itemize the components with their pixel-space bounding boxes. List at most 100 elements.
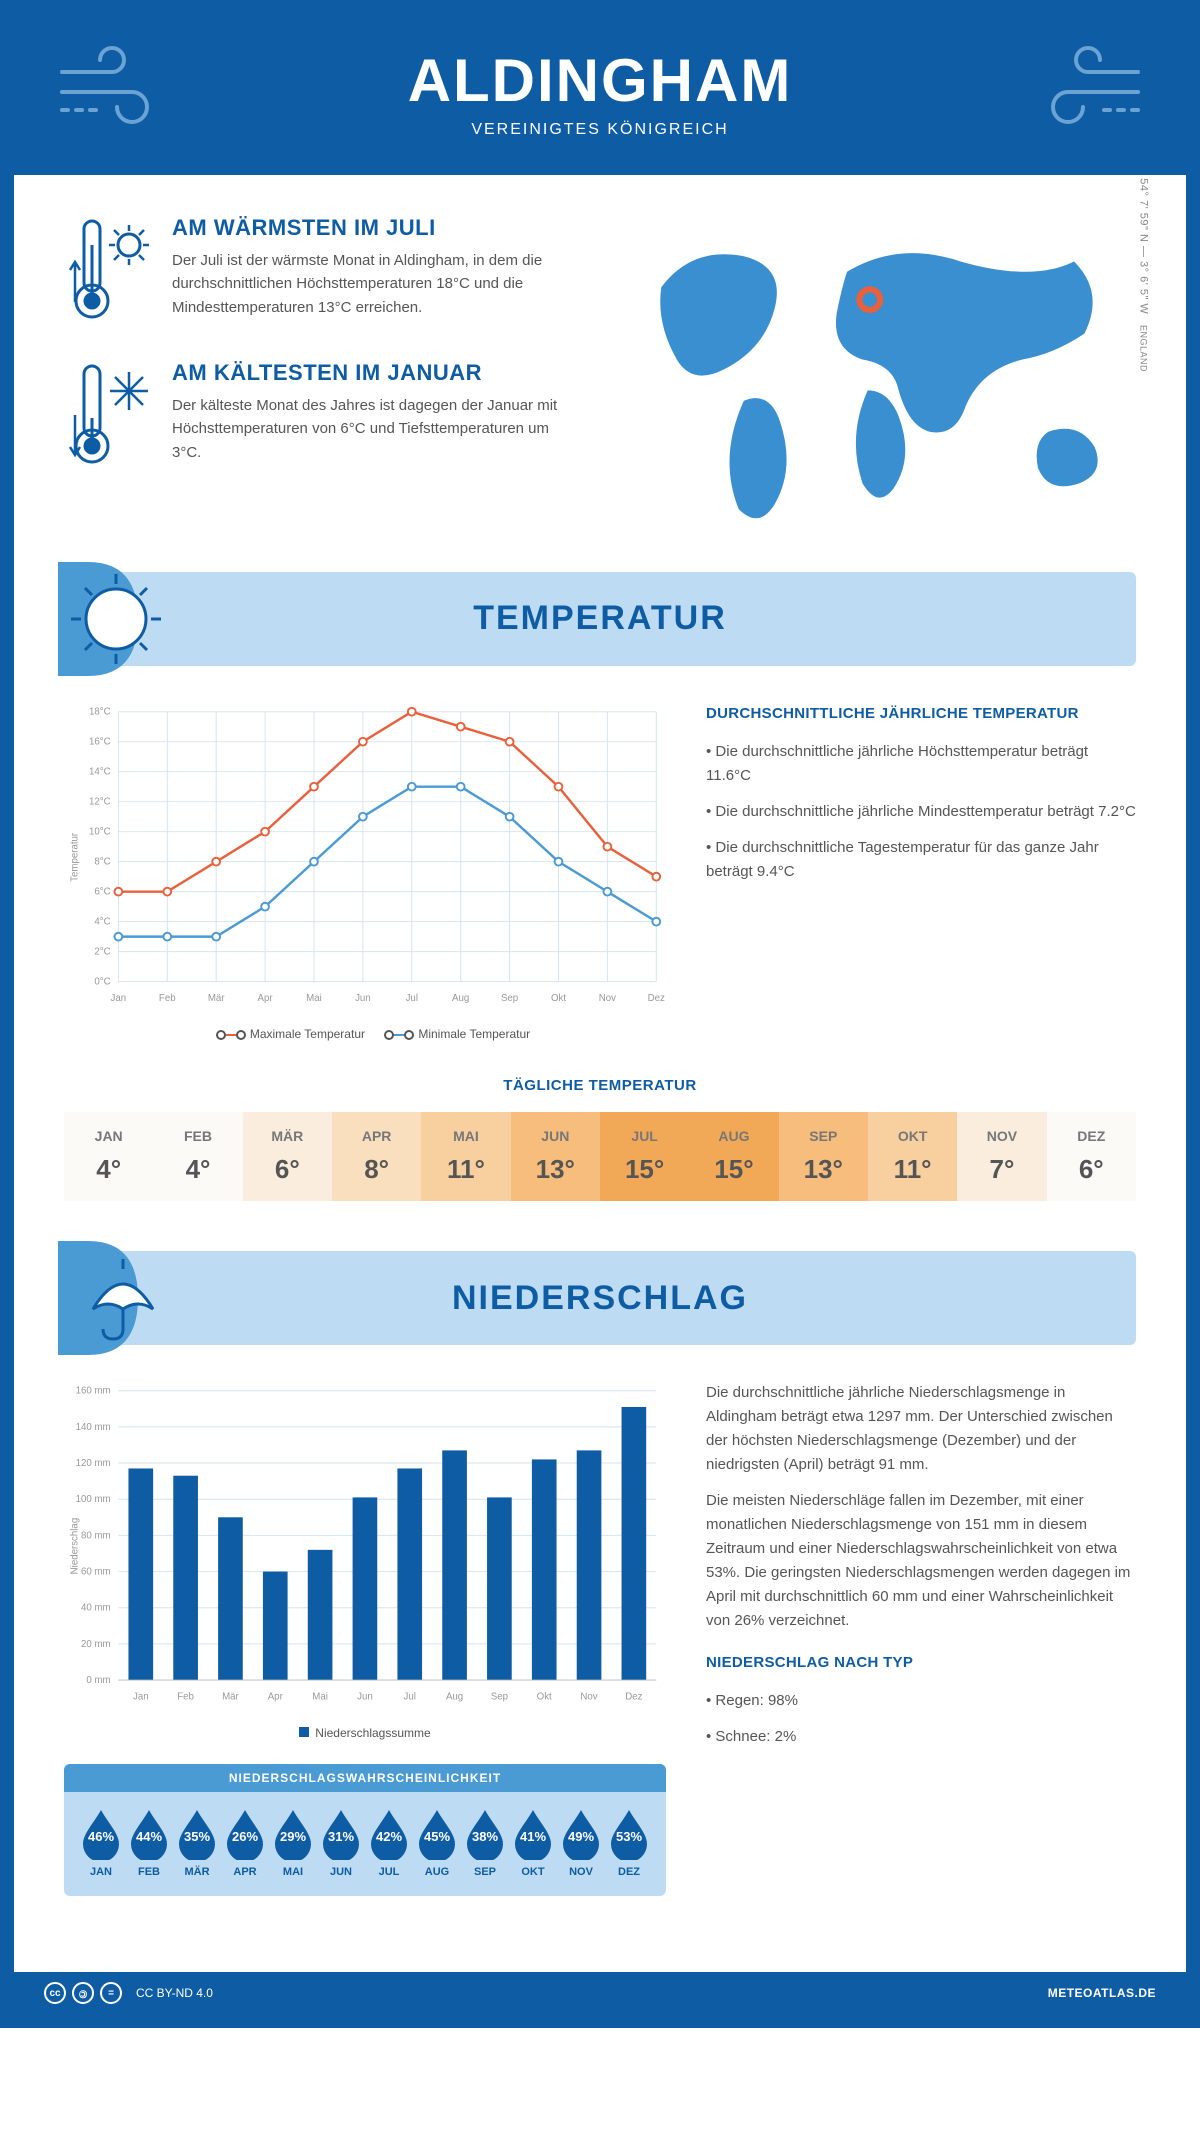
location-country: VEREINIGTES KÖNIGREICH — [34, 121, 1166, 139]
svg-text:0°C: 0°C — [94, 976, 110, 987]
svg-text:0 mm: 0 mm — [86, 1675, 110, 1686]
coldest-body: Der kälteste Monat des Jahres ist dagege… — [172, 394, 580, 464]
temp-summary-1: Die durchschnittliche jährliche Höchstte… — [706, 740, 1136, 788]
daily-temp-cell: APR8° — [332, 1112, 421, 1201]
precip-prob-cell: 42% JUL — [366, 1806, 412, 1878]
svg-text:Jun: Jun — [357, 1692, 373, 1703]
daily-temp-cell: SEP13° — [779, 1112, 868, 1201]
svg-text:Aug: Aug — [452, 993, 469, 1004]
svg-text:16°C: 16°C — [89, 736, 111, 747]
warmest-body: Der Juli ist der wärmste Monat in Alding… — [172, 249, 580, 319]
svg-text:Mär: Mär — [222, 1692, 239, 1703]
svg-text:Apr: Apr — [258, 993, 274, 1004]
precip-type-title: NIEDERSCHLAG NACH TYP — [706, 1651, 1136, 1675]
precip-prob-cell: 29% MAI — [270, 1806, 316, 1878]
svg-text:Nov: Nov — [599, 993, 616, 1004]
svg-text:Mai: Mai — [306, 993, 322, 1004]
temperature-legend: Maximale Temperatur Minimale Temperatur — [64, 1027, 666, 1041]
sun-icon — [58, 562, 188, 676]
precip-bar-chart: 0 mm 20 mm 40 mm 60 mm 80 mm 100 mm 120 mm 140 … — [64, 1381, 666, 1711]
svg-text:6°C: 6°C — [94, 886, 110, 897]
cc-icon: cc — [44, 1982, 66, 2004]
svg-text:100 mm: 100 mm — [76, 1494, 111, 1505]
svg-text:Dez: Dez — [625, 1692, 642, 1703]
precip-prob-cell: 53% DEZ — [606, 1806, 652, 1878]
svg-text:Feb: Feb — [159, 993, 176, 1004]
precip-summary-2: Die meisten Niederschläge fallen im Deze… — [706, 1489, 1136, 1633]
thermometer-sun-icon — [64, 215, 154, 325]
thermometer-snow-icon — [64, 360, 154, 470]
precip-probability-box: NIEDERSCHLAGSWAHRSCHEINLICHKEIT 46% JAN … — [64, 1764, 666, 1896]
svg-text:Temperatur: Temperatur — [70, 832, 81, 882]
svg-text:Niederschlag: Niederschlag — [70, 1518, 81, 1575]
daily-temp-strip: JAN4°FEB4°MÄR6°APR8°MAI11°JUN13°JUL15°AU… — [64, 1112, 1136, 1201]
wind-icon — [1018, 42, 1148, 132]
svg-text:Nov: Nov — [580, 1692, 597, 1703]
svg-text:120 mm: 120 mm — [76, 1458, 111, 1469]
temp-summary-3: Die durchschnittliche Tagestemperatur fü… — [706, 836, 1136, 884]
daily-temp-cell: MAI11° — [421, 1112, 510, 1201]
location-title: ALDINGHAM — [34, 46, 1166, 115]
cc-icons: cc 🄯 = — [44, 1982, 122, 2004]
intro-row: AM WÄRMSTEN IM JULI Der Juli ist der wär… — [64, 215, 1136, 530]
coldest-title: AM KÄLTESTEN IM JANUAR — [172, 360, 580, 386]
warmest-title: AM WÄRMSTEN IM JULI — [172, 215, 580, 241]
temperature-line-chart: 0°C2°C4°C6°C8°C10°C12°C14°C16°C18°CJanFe… — [64, 702, 666, 1013]
precip-type-snow: Schnee: 2% — [706, 1725, 1136, 1749]
svg-text:Sep: Sep — [501, 993, 518, 1004]
precip-section-band: NIEDERSCHLAG — [64, 1251, 1136, 1345]
svg-text:80 mm: 80 mm — [81, 1531, 111, 1542]
precip-prob-cell: 41% OKT — [510, 1806, 556, 1878]
svg-text:Jan: Jan — [133, 1692, 149, 1703]
cc-by-icon: 🄯 — [72, 1982, 94, 2004]
daily-temp-cell: FEB4° — [153, 1112, 242, 1201]
daily-temp-title: TÄGLICHE TEMPERATUR — [64, 1077, 1136, 1094]
daily-temp-cell: DEZ6° — [1047, 1112, 1136, 1201]
precip-prob-cell: 49% NOV — [558, 1806, 604, 1878]
wind-icon — [52, 42, 182, 132]
precip-prob-title: NIEDERSCHLAGSWAHRSCHEINLICHKEIT — [64, 1764, 666, 1792]
svg-text:20 mm: 20 mm — [81, 1639, 111, 1650]
cc-nd-icon: = — [100, 1982, 122, 2004]
content: AM WÄRMSTEN IM JULI Der Juli ist der wär… — [14, 175, 1186, 1972]
temp-summary-title: DURCHSCHNITTLICHE JÄHRLICHE TEMPERATUR — [706, 702, 1136, 726]
svg-text:Mai: Mai — [312, 1692, 328, 1703]
svg-text:Sep: Sep — [491, 1692, 508, 1703]
svg-text:2°C: 2°C — [94, 946, 110, 957]
precip-title: NIEDERSCHLAG — [64, 1279, 1136, 1318]
svg-text:10°C: 10°C — [89, 826, 111, 837]
svg-text:Jun: Jun — [355, 993, 371, 1004]
svg-text:14°C: 14°C — [89, 766, 111, 777]
temp-summary-2: Die durchschnittliche jährliche Mindestt… — [706, 800, 1136, 824]
svg-text:60 mm: 60 mm — [81, 1567, 111, 1578]
precip-prob-cell: 26% APR — [222, 1806, 268, 1878]
license-text: CC BY-ND 4.0 — [136, 1986, 213, 2000]
svg-text:Dez: Dez — [648, 993, 665, 1004]
precip-prob-cell: 46% JAN — [78, 1806, 124, 1878]
svg-text:Okt: Okt — [537, 1692, 552, 1703]
temperature-title: TEMPERATUR — [64, 599, 1136, 638]
svg-text:12°C: 12°C — [89, 796, 111, 807]
svg-text:40 mm: 40 mm — [81, 1603, 111, 1614]
svg-text:160 mm: 160 mm — [76, 1386, 111, 1397]
daily-temp-cell: OKT11° — [868, 1112, 957, 1201]
svg-text:Aug: Aug — [446, 1692, 463, 1703]
coordinates: 54° 7' 59" N — 3° 6' 5" W ENGLAND — [1138, 179, 1150, 373]
precip-prob-cell: 35% MÄR — [174, 1806, 220, 1878]
precip-prob-cell: 38% SEP — [462, 1806, 508, 1878]
header: ALDINGHAM VEREINIGTES KÖNIGREICH — [14, 14, 1186, 175]
precip-type-rain: Regen: 98% — [706, 1689, 1136, 1713]
svg-text:Jul: Jul — [404, 1692, 416, 1703]
temperature-section-band: TEMPERATUR — [64, 572, 1136, 666]
daily-temp-cell: NOV7° — [957, 1112, 1046, 1201]
daily-temp-cell: JAN4° — [64, 1112, 153, 1201]
svg-text:Jan: Jan — [111, 993, 127, 1004]
brand: METEOATLAS.DE — [1048, 1986, 1156, 2000]
svg-text:140 mm: 140 mm — [76, 1422, 111, 1433]
footer: cc 🄯 = CC BY-ND 4.0 METEOATLAS.DE — [14, 1972, 1186, 2014]
svg-text:Feb: Feb — [177, 1692, 194, 1703]
daily-temp-cell: MÄR6° — [243, 1112, 332, 1201]
svg-text:4°C: 4°C — [94, 916, 110, 927]
svg-text:Okt: Okt — [551, 993, 566, 1004]
precip-prob-cell: 44% FEB — [126, 1806, 172, 1878]
